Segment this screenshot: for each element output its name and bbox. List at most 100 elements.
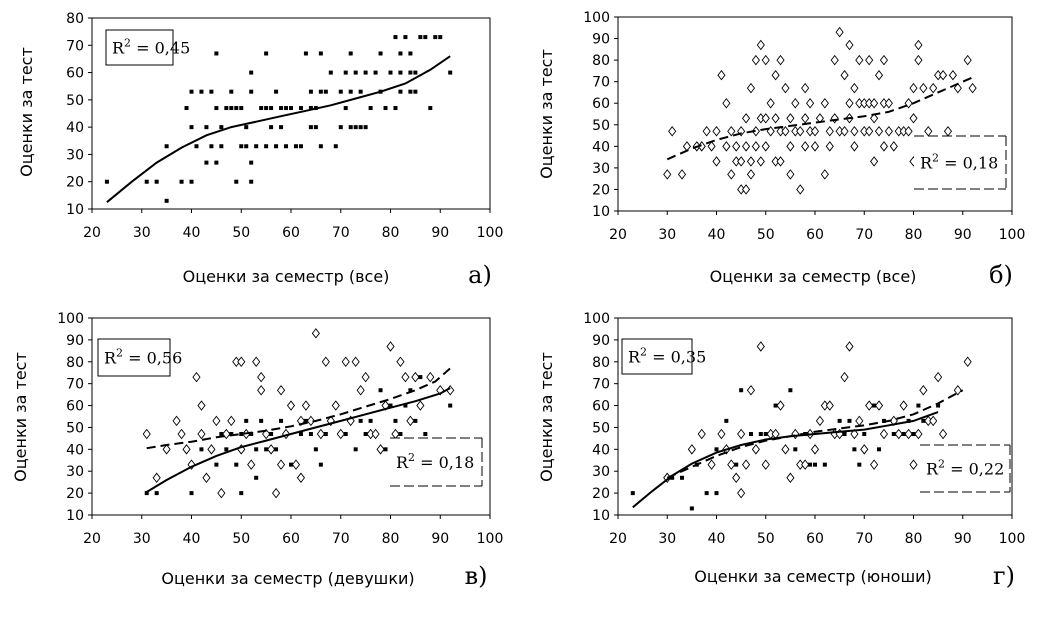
data-point-diamond — [786, 141, 795, 152]
chart-b-svg: 20 30 40 50 60 70 80 90 100 10 20 30 40 50 60 70 80 90 100… — [537, 10, 1026, 289]
y-tick-label: 20 — [66, 175, 84, 191]
r2-box-bg — [914, 136, 1006, 189]
data-point-diamond — [276, 385, 286, 396]
x-tick-label: 20 — [609, 531, 627, 547]
x-tick-label: 90 — [954, 227, 972, 243]
data-point-square — [403, 403, 408, 408]
data-point-diamond — [668, 126, 677, 137]
data-point-square — [164, 198, 169, 203]
data-point-square — [284, 144, 289, 149]
data-point-diamond — [850, 141, 859, 152]
data-point-diamond — [746, 169, 756, 180]
data-point-diamond — [820, 97, 829, 109]
data-point-square — [219, 432, 224, 437]
data-point-diamond — [845, 97, 854, 109]
r2-label-exponent: 2 — [640, 346, 647, 359]
data-point-square — [323, 89, 328, 94]
y-tick-label: 50 — [592, 420, 610, 436]
r2-label-exponent: 2 — [116, 347, 123, 360]
data-point-diamond — [948, 69, 957, 81]
data-point-diamond — [810, 141, 820, 152]
data-point-diamond — [406, 415, 415, 427]
x-tick-label: 40 — [183, 531, 201, 547]
data-point-diamond — [396, 356, 405, 368]
data-point-square — [204, 160, 209, 165]
data-point-square — [358, 125, 363, 130]
data-point-square — [433, 35, 438, 40]
data-point-square — [239, 144, 244, 149]
data-point-square — [916, 403, 921, 408]
data-point-diamond — [815, 415, 824, 427]
panel-label: г) — [993, 562, 1015, 590]
data-point-diamond — [391, 428, 400, 440]
data-point-square — [793, 447, 798, 452]
data-point-diamond — [796, 184, 805, 195]
data-point-diamond — [801, 141, 810, 152]
y-tick-label: 90 — [592, 333, 610, 349]
data-point-diamond — [687, 444, 696, 455]
r2-label-value: = 0,18 — [939, 154, 998, 173]
x-tick-label: 100 — [999, 531, 1026, 547]
chart-panel-b: 20 30 40 50 60 70 80 90 100 10 20 30 40 50 60 70 80 90 100… — [518, 0, 1037, 300]
data-point-diamond — [781, 444, 790, 455]
x-tick-label: 40 — [708, 531, 726, 547]
data-point-square — [448, 403, 453, 408]
data-point-diamond — [746, 156, 756, 167]
data-point-diamond — [919, 385, 928, 396]
data-point-diamond — [142, 428, 151, 440]
y-tick-label: 50 — [66, 420, 84, 436]
data-point-square — [398, 432, 403, 437]
data-point-square — [418, 35, 423, 40]
data-point-diamond — [776, 400, 785, 411]
data-point-diamond — [756, 341, 765, 352]
data-point-diamond — [296, 472, 306, 484]
data-point-square — [144, 491, 149, 496]
data-point-diamond — [810, 444, 820, 455]
data-point-diamond — [732, 472, 741, 484]
x-tick-label: 100 — [999, 227, 1026, 243]
data-point-square — [264, 106, 269, 111]
data-point-diamond — [870, 113, 879, 124]
data-point-square — [249, 70, 254, 75]
data-point-diamond — [840, 126, 849, 137]
data-point-square — [313, 125, 318, 130]
data-point-square — [244, 418, 249, 423]
data-point-diamond — [756, 156, 765, 167]
data-point-diamond — [884, 97, 893, 109]
y-axis-label: Оценки за тест — [537, 49, 556, 179]
x-tick-label: 100 — [477, 225, 504, 241]
data-point-diamond — [810, 126, 820, 137]
data-point-square — [269, 106, 274, 111]
data-point-square — [279, 125, 284, 130]
data-point-square — [438, 35, 443, 40]
data-point-diamond — [963, 356, 972, 368]
x-axis-label: Оценки за семестр (девушки) — [161, 569, 414, 588]
data-point-diamond — [953, 82, 962, 94]
data-point-square — [680, 475, 685, 480]
data-point-diamond — [850, 82, 859, 94]
chart-panel-c: 20 30 40 50 60 70 80 90 100 10 20 30 40 50 60 70 80 90 100… — [0, 300, 518, 615]
data-point-square — [393, 35, 398, 40]
data-point-square — [378, 388, 383, 393]
data-point-diamond — [963, 54, 972, 66]
data-point-square — [104, 179, 109, 184]
y-tick-label: 60 — [66, 66, 84, 82]
data-point-square — [318, 144, 323, 149]
panel-label: а) — [468, 261, 492, 289]
data-point-square — [204, 125, 209, 130]
data-point-square — [323, 432, 328, 437]
data-point-diamond — [874, 400, 884, 411]
y-tick-label: 90 — [66, 333, 84, 349]
data-point-diamond — [870, 156, 879, 167]
data-point-diamond — [801, 82, 810, 94]
data-point-diamond — [162, 444, 171, 455]
data-point-diamond — [217, 487, 226, 499]
data-point-square — [328, 70, 333, 75]
data-point-square — [293, 144, 298, 149]
data-point-diamond — [751, 126, 760, 137]
data-point-diamond — [426, 371, 435, 383]
data-point-diamond — [909, 459, 918, 470]
data-point-square — [298, 106, 303, 111]
data-point-diamond — [860, 444, 869, 455]
data-point-diamond — [879, 428, 889, 440]
